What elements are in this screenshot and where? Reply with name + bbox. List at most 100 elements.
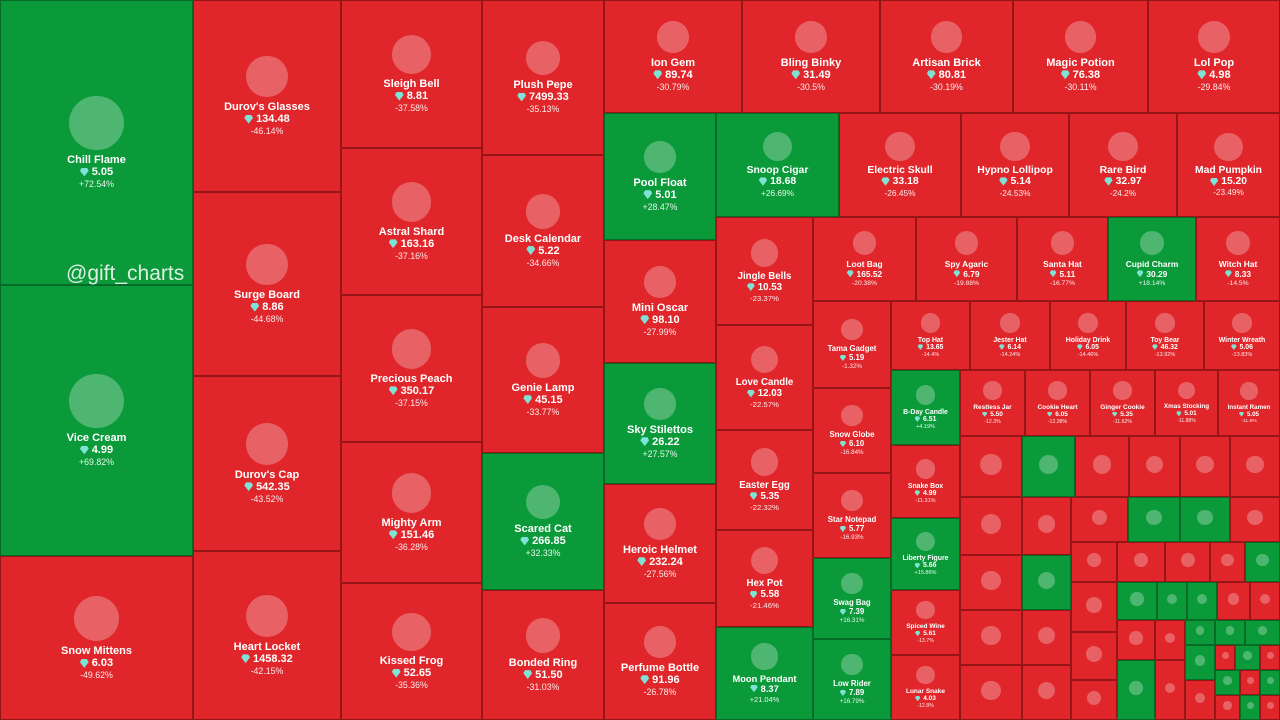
gem-icon: [640, 675, 650, 685]
price-value: 5.01: [1184, 410, 1197, 418]
tile-icon: [1166, 593, 1178, 605]
tile-icon: [391, 182, 432, 222]
tile-icon: [246, 55, 288, 98]
price-value: 6.51: [923, 415, 937, 423]
price-value: 30.29: [1146, 268, 1168, 279]
small-tile: [1185, 620, 1215, 645]
price-value: 89.74: [665, 68, 693, 81]
tile-change: +21.04%: [749, 694, 780, 704]
small-tile: [960, 610, 1022, 665]
tile-icon: [841, 318, 863, 341]
gem-icon: [999, 344, 1005, 350]
tile: Snoop Cigar 18.68 +26.69%: [716, 113, 839, 217]
gem-icon: [750, 684, 758, 693]
tile-icon: [1130, 592, 1144, 606]
small-tile: [1117, 582, 1157, 620]
tile-name: Jester Hat: [993, 336, 1027, 344]
tile-change: -44.68%: [250, 314, 284, 325]
tile-name: Holiday Drink: [1065, 336, 1111, 344]
tile-name: Sky Stilettos: [626, 423, 694, 436]
tile-price: 163.16: [388, 238, 434, 250]
small-tile: [1230, 436, 1280, 497]
price-value: 6.05: [1055, 410, 1068, 418]
tile-change: -22.32%: [750, 502, 779, 512]
small-tile: [1117, 620, 1155, 660]
gem-icon: [839, 608, 847, 616]
tile-icon: [525, 194, 561, 229]
gem-icon: [1049, 270, 1057, 278]
tile-price: 5.35: [1112, 411, 1133, 418]
tile: Artisan Brick 80.81 -30.19%: [880, 0, 1013, 113]
tile-icon: [915, 385, 936, 405]
tile-change: -36.28%: [395, 541, 428, 552]
tile-icon: [525, 484, 561, 520]
tile-name: Instant Ramen: [1227, 403, 1271, 411]
tile: Magic Potion 76.38 -30.11%: [1013, 0, 1148, 113]
gem-icon: [749, 590, 758, 599]
tile-change: -11.88%: [1177, 418, 1196, 425]
tile: Hex Pot 5.58 -21.46%: [716, 530, 813, 627]
tile-icon: [1037, 515, 1056, 533]
small-tile: [1129, 436, 1180, 497]
tile-icon: [1246, 677, 1254, 684]
price-value: 5.01: [655, 188, 677, 201]
price-value: 6.03: [91, 657, 114, 670]
tile-price: 266.85: [520, 535, 566, 547]
tile-price: 51.50: [523, 669, 563, 681]
tile-icon: [852, 231, 877, 255]
tile-change: -13.7%: [917, 638, 934, 645]
tile-price: 5.01: [643, 188, 677, 201]
tile-price: 13.65: [917, 343, 944, 351]
tile-change: -21.46%: [750, 601, 779, 611]
tile-name: Mad Pumpkin: [1195, 165, 1262, 177]
gem-icon: [653, 70, 663, 80]
tile-price: 5.14: [999, 176, 1031, 187]
tile-icon: [980, 513, 1002, 535]
gem-icon: [953, 270, 961, 278]
tile-price: 8.81: [394, 90, 428, 102]
tile-icon: [1087, 691, 1101, 705]
tile: Kissed Frog 52.65 -35.36%: [341, 583, 482, 720]
tile-icon: [1164, 632, 1176, 644]
tile-change: -11.62%: [1113, 418, 1132, 425]
tile: Love Candle 12.03 -22.57%: [716, 325, 813, 430]
tile-name: Restless Jar: [973, 403, 1012, 411]
price-value: 33.18: [892, 176, 919, 188]
tile: Precious Peach 350.17 -37.15%: [341, 295, 482, 442]
tile-price: 5.50: [982, 411, 1003, 418]
tile-icon: [644, 626, 676, 658]
small-tile: [1180, 436, 1230, 497]
small-tile: [1245, 620, 1280, 645]
gem-icon: [1060, 70, 1070, 80]
tile-price: 5.58: [749, 589, 779, 600]
gem-icon: [520, 536, 530, 546]
tile-name: Cookie Heart: [1037, 403, 1078, 411]
price-value: 5.77: [849, 524, 865, 534]
small-tile: [1075, 436, 1129, 497]
tile-name: Durov's Glasses: [224, 101, 310, 114]
tile-name: Hypno Lollipop: [977, 165, 1053, 177]
tile-price: 5.61: [915, 630, 936, 637]
small-tile: [1022, 555, 1071, 610]
small-tile: [1117, 660, 1155, 720]
gem-icon: [839, 525, 847, 533]
tile: Mad Pumpkin 15.20 -23.49%: [1177, 113, 1280, 217]
tile-change: +27.57%: [642, 448, 678, 459]
tile-change: -23.37%: [750, 293, 779, 303]
tile: B-Day Candle 6.51 +4.19%: [891, 370, 960, 445]
gem-icon: [1239, 411, 1244, 417]
price-value: 5.35: [760, 490, 780, 502]
tile-price: 5.66: [914, 562, 936, 569]
small-tile: [1240, 670, 1260, 695]
gem-icon: [915, 631, 921, 637]
price-value: 13.65: [926, 343, 944, 351]
price-value: 6.10: [849, 439, 865, 449]
tile-change: -26.78%: [643, 686, 677, 697]
price-value: 542.35: [256, 480, 290, 493]
tile-name: Loot Bag: [846, 258, 883, 269]
tile-price: 8.86: [250, 301, 284, 313]
tile-icon: [1266, 677, 1274, 684]
tile-change: -34.66%: [526, 257, 560, 268]
small-tile: [1235, 645, 1260, 670]
tile-name: Lunar Snake: [905, 688, 945, 696]
